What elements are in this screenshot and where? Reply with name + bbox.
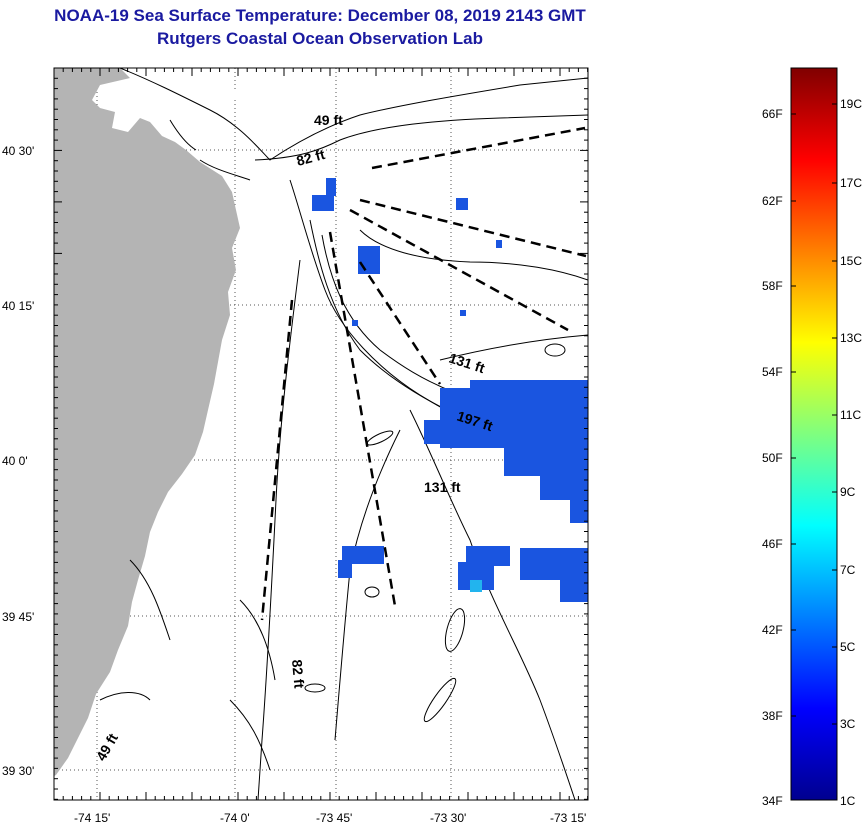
colorbar-ticks bbox=[791, 103, 837, 725]
map-title: NOAA-19 Sea Surface Temperature: Decembe… bbox=[54, 6, 586, 25]
lon-label: -73 45' bbox=[316, 811, 352, 825]
land-mass bbox=[54, 68, 240, 776]
colorbar-f-label: 42F bbox=[762, 623, 783, 637]
latitude-labels: 40 30' 40 15' 40 0' 39 45' 39 30' bbox=[2, 144, 34, 778]
depth-label-82ft-north: 82 ft bbox=[295, 146, 327, 169]
colorbar-c-label: 5C bbox=[840, 640, 856, 654]
lon-label: -73 30' bbox=[430, 811, 466, 825]
depth-label-82ft-south: 82 ft bbox=[289, 659, 307, 689]
colorbar-c-label: 7C bbox=[840, 563, 856, 577]
colorbar-c-label: 13C bbox=[840, 331, 863, 345]
colorbar-f-label: 34F bbox=[762, 794, 783, 808]
colorbar-f-label: 62F bbox=[762, 194, 783, 208]
colorbar-c-label: 11C bbox=[840, 408, 862, 422]
colorbar-f-label: 66F bbox=[762, 107, 783, 121]
depth-label-131ft-south: 131 ft bbox=[424, 479, 461, 495]
colorbar-f-label: 38F bbox=[762, 709, 783, 723]
lat-label: 40 0' bbox=[2, 454, 28, 468]
colorbar-f-label: 50F bbox=[762, 451, 783, 465]
colorbar-c-label: 9C bbox=[840, 485, 856, 499]
colorbar-c-label: 15C bbox=[840, 254, 863, 268]
lon-label: -73 15' bbox=[550, 811, 586, 825]
longitude-labels: -74 15' -74 0' -73 45' -73 30' -73 15' bbox=[74, 811, 586, 825]
colorbar-c-label: 3C bbox=[840, 717, 856, 731]
colorbar-f-label: 54F bbox=[762, 365, 783, 379]
lon-label: -74 15' bbox=[74, 811, 110, 825]
lat-label: 39 45' bbox=[2, 610, 34, 624]
colorbar-c-label: 17C bbox=[840, 176, 863, 190]
lat-label: 40 15' bbox=[2, 299, 34, 313]
sst-pixels-cold bbox=[312, 178, 588, 602]
axis-ticks bbox=[53, 67, 589, 800]
temperature-colorbar bbox=[790, 67, 838, 801]
map-subtitle: Rutgers Coastal Ocean Observation Lab bbox=[157, 29, 483, 48]
lat-label: 39 30' bbox=[2, 764, 34, 778]
inlet-water bbox=[150, 82, 250, 108]
colorbar-c-label: 1C bbox=[840, 794, 856, 808]
colorbar-f-label: 46F bbox=[762, 537, 783, 551]
colorbar-f-label: 58F bbox=[762, 279, 783, 293]
dashed-guide-lines bbox=[260, 126, 587, 621]
colorbar-c-label: 19C bbox=[840, 97, 863, 111]
lon-label: -74 0' bbox=[220, 811, 250, 825]
depth-label-49ft-north: 49 ft bbox=[314, 112, 343, 128]
lat-label: 40 30' bbox=[2, 144, 34, 158]
